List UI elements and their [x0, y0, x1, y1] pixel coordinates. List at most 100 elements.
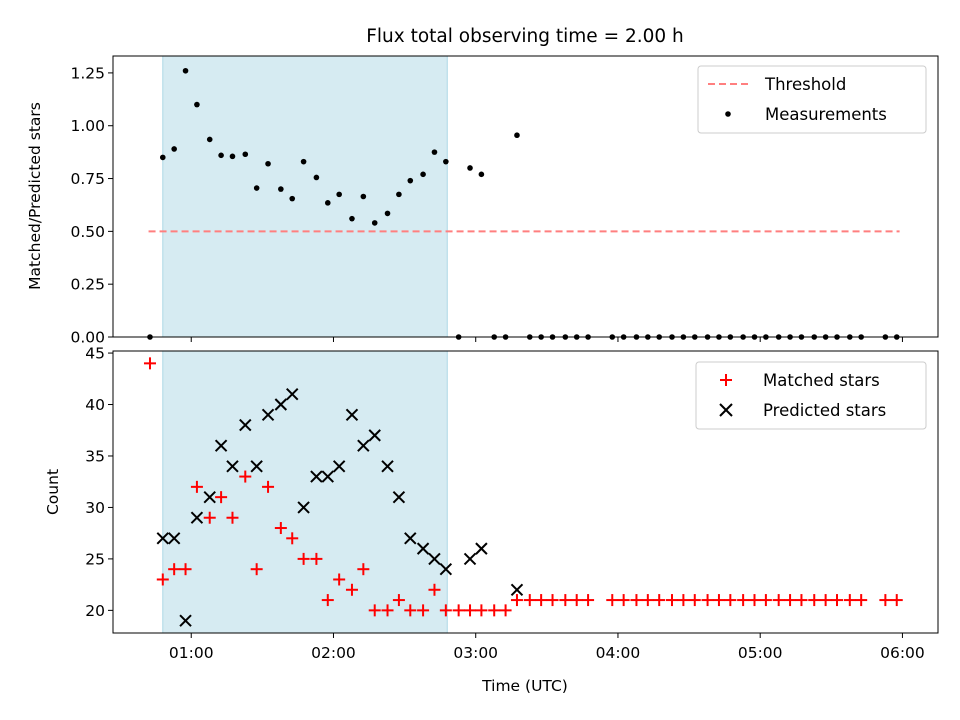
predicted-star-point: [428, 552, 441, 566]
matched-star-point: [333, 573, 346, 586]
matched-star-point: [392, 594, 405, 607]
matched-star-point: [535, 594, 548, 607]
predicted-star-point: [381, 460, 394, 473]
top-axes-frame: [112, 55, 939, 338]
predicted-star-stroke-b: [156, 532, 169, 545]
predicted-star-stroke-b: [167, 532, 181, 545]
bottom-x-tick-label: 05:00: [738, 644, 783, 662]
measurement-point: [229, 153, 236, 160]
predicted-star-stroke-b: [226, 460, 239, 473]
matched-star-point: [286, 532, 299, 545]
predicted-star-point: [274, 398, 288, 411]
bottom-marks-layer: [143, 357, 903, 627]
measurement-point: [300, 158, 307, 165]
bottom-y-tick-label: 35: [85, 447, 105, 465]
predicted-star-stroke-b: [463, 552, 477, 566]
predicted-star-stroke-b: [345, 408, 359, 422]
measurement-point: [396, 191, 402, 198]
predicted-star-stroke-b: [310, 470, 323, 483]
predicted-star-stroke-b: [404, 532, 417, 545]
predicted-star-point: [368, 429, 381, 442]
matched-star-point: [641, 594, 654, 607]
matched-star-point: [239, 470, 252, 483]
predicted-star-point: [214, 439, 228, 452]
matched-star-point: [879, 594, 892, 607]
matched-star-point: [795, 594, 808, 607]
bottom-x-tick-label: 06:00: [880, 644, 925, 662]
matched-star-point: [677, 594, 690, 607]
bottom-x-tick-label: 04:00: [596, 644, 641, 662]
measurement-point: [171, 146, 177, 152]
measurement-point: [371, 220, 378, 226]
matched-star-point: [203, 511, 216, 524]
predicted-star-stroke-b: [392, 490, 406, 504]
matched-star-point: [428, 583, 441, 596]
measurement-point: [349, 215, 355, 222]
matched-star-point: [843, 594, 856, 607]
figure-title: Flux total observing time = 2.00 h: [366, 26, 684, 47]
measurement-point: [289, 195, 296, 202]
predicted-star-stroke-b: [297, 501, 310, 514]
matched-star-point: [890, 594, 903, 607]
predicted-star-point: [239, 418, 252, 432]
bottom-y-tick-label: 25: [85, 550, 105, 568]
predicted-star-point: [250, 460, 263, 473]
matched-star-point: [748, 594, 761, 607]
predicted-star-stroke-b: [203, 490, 216, 504]
matched-star-point: [523, 594, 536, 607]
predicted-star-stroke-b: [475, 542, 488, 555]
matched-star-point: [819, 594, 832, 607]
bottom-y-tick-label: 20: [85, 602, 105, 620]
matched-star-point: [452, 604, 465, 617]
measurement-point: [265, 160, 271, 167]
matched-star-point: [737, 594, 750, 607]
predicted-star-stroke-b: [381, 460, 394, 473]
matched-star-point: [464, 604, 477, 617]
measurement-point: [194, 101, 200, 108]
predicted-star-stroke-b: [214, 439, 228, 452]
measurement-point: [420, 171, 426, 178]
predicted-star-point: [203, 490, 216, 504]
measurements-legend-label: Measurements: [765, 105, 887, 124]
top-y-tick-label: 1.25: [70, 64, 105, 82]
matched-star-point: [226, 511, 239, 524]
predicted-star-point: [156, 532, 169, 545]
predicted-star-stroke-b: [286, 388, 299, 401]
matched-star-point: [321, 594, 334, 607]
matched-star-point: [143, 357, 156, 370]
matched-star-point: [559, 594, 572, 607]
x-axis-label: Time (UTC): [481, 677, 568, 695]
matched-star-point: [630, 594, 643, 607]
measurement-point: [218, 152, 224, 159]
matched-star-point: [582, 594, 595, 607]
predicted-star-point: [321, 470, 334, 483]
matched-star-point: [772, 594, 785, 607]
predicted-legend-marker: [719, 403, 733, 417]
measurement-point: [313, 174, 320, 181]
predicted-star-point: [190, 511, 204, 524]
measurement-point: [206, 136, 213, 143]
matched-star-point: [688, 594, 701, 607]
matched-star-point: [190, 480, 203, 493]
bottom-legend-box: [695, 361, 927, 430]
threshold-legend-label: Threshold: [764, 75, 846, 94]
matched-star-point: [784, 594, 797, 607]
top-marks-layer: [147, 67, 900, 340]
top-legend-box: [697, 65, 927, 134]
predicted-star-point: [297, 501, 310, 514]
matched-star-point: [653, 594, 666, 607]
predicted-star-stroke-b: [261, 408, 275, 422]
matched-star-point: [570, 594, 583, 607]
measurement-point: [182, 67, 189, 74]
matched-star-point: [808, 594, 821, 607]
predicted-star-point: [332, 460, 346, 473]
bottom-ticks-layer: 20 25 30 35 40 45 01:00 02:00 03:00 04:00 05:00 06:…: [85, 345, 925, 662]
predicted-star-point: [345, 408, 359, 422]
measurement-point: [431, 149, 438, 155]
measurement-point: [242, 151, 249, 158]
matched-star-point: [855, 594, 868, 607]
matched-star-point: [357, 563, 370, 576]
matched-star-point: [262, 480, 275, 493]
predicted-star-stroke-b: [321, 470, 334, 483]
